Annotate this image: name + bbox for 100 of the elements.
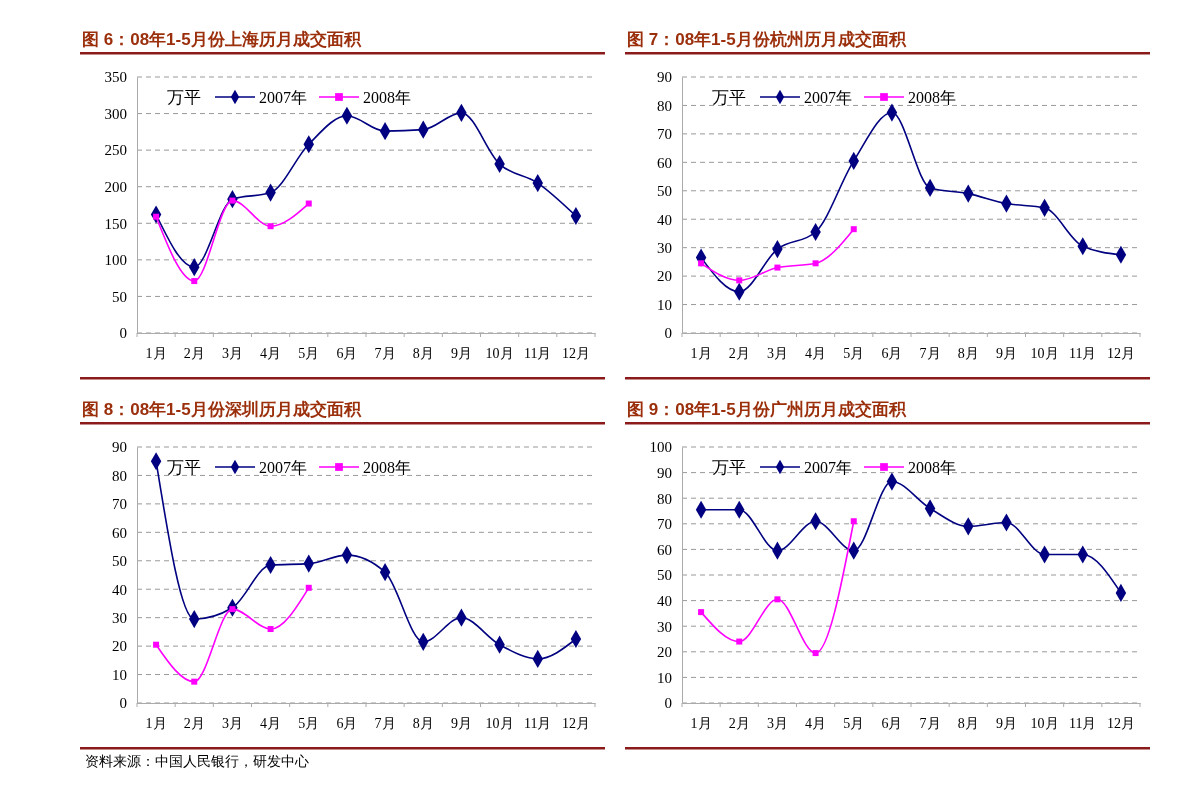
legend-label: 2007年 [804, 89, 852, 106]
y-tick-label: 50 [112, 553, 127, 570]
y-tick-label: 0 [664, 325, 672, 342]
y-axis-title: 万平 [712, 88, 746, 107]
x-tick-label: 5月 [843, 715, 865, 731]
x-tick-label: 4月 [805, 345, 827, 361]
y-tick-label: 80 [657, 490, 672, 507]
point [850, 518, 857, 525]
y-tick-label: 0 [664, 695, 672, 712]
y-tick-label: 90 [657, 69, 672, 86]
x-tick-label: 8月 [957, 715, 979, 731]
x-tick-label: 5月 [843, 345, 865, 361]
x-tick-label: 7月 [919, 345, 941, 361]
point [774, 264, 781, 271]
chart-title: 图 6：08年1-5月份上海历月成交面积 [82, 30, 362, 49]
x-tick-label: 10月 [1030, 715, 1059, 731]
y-tick-label: 50 [657, 183, 672, 200]
x-tick-label: 10月 [1030, 345, 1059, 361]
y-axis-title: 万平 [167, 88, 201, 107]
x-tick-label: 11月 [524, 715, 552, 731]
x-tick-label: 7月 [374, 715, 396, 731]
x-tick-label: 3月 [221, 345, 243, 361]
y-tick-label: 90 [112, 439, 127, 456]
y-tick-label: 100 [649, 439, 672, 456]
legend-label: 2007年 [259, 459, 307, 476]
x-tick-label: 8月 [957, 345, 979, 361]
x-tick-label: 9月 [995, 345, 1017, 361]
legend-label: 2008年 [908, 459, 956, 476]
x-tick-label: 8月 [412, 715, 434, 731]
y-tick-label: 70 [657, 126, 672, 143]
legend-label: 2007年 [804, 459, 852, 476]
y-tick-label: 50 [112, 288, 127, 305]
point [812, 260, 819, 267]
x-tick-label: 10月 [485, 715, 514, 731]
y-tick-label: 40 [112, 581, 127, 598]
y-tick-label: 80 [112, 467, 127, 484]
x-tick-label: 1月 [145, 715, 167, 731]
x-tick-label: 7月 [919, 715, 941, 731]
y-tick-label: 70 [112, 496, 127, 513]
y-tick-label: 10 [112, 666, 127, 683]
y-tick-label: 20 [657, 644, 672, 661]
y-tick-label: 10 [657, 669, 672, 686]
x-tick-label: 5月 [298, 715, 320, 731]
x-tick-label: 9月 [450, 345, 472, 361]
x-tick-label: 6月 [336, 715, 358, 731]
y-tick-label: 0 [119, 695, 127, 712]
point [850, 226, 857, 233]
point [774, 596, 781, 603]
point [698, 260, 705, 267]
y-tick-label: 100 [104, 252, 127, 269]
point [191, 278, 198, 285]
y-tick-label: 20 [112, 638, 127, 655]
y-tick-label: 90 [657, 464, 672, 481]
chart-title: 图 8：08年1-5月份深圳历月成交面积 [82, 400, 362, 419]
y-tick-label: 20 [657, 268, 672, 285]
y-axis-title: 万平 [167, 458, 201, 477]
x-tick-label: 1月 [690, 715, 712, 731]
y-tick-label: 80 [657, 97, 672, 114]
y-axis-title: 万平 [712, 458, 746, 477]
x-tick-label: 11月 [524, 345, 552, 361]
y-tick-label: 30 [657, 618, 672, 635]
point [698, 609, 705, 616]
x-tick-label: 6月 [881, 715, 903, 731]
x-tick-label: 4月 [805, 715, 827, 731]
x-tick-label: 12月 [1106, 715, 1135, 731]
x-tick-label: 6月 [336, 345, 358, 361]
point [305, 200, 312, 207]
x-tick-label: 2月 [183, 715, 205, 731]
x-tick-label: 9月 [450, 715, 472, 731]
y-tick-label: 30 [112, 609, 127, 626]
y-tick-label: 50 [657, 567, 672, 584]
y-tick-label: 60 [112, 524, 127, 541]
x-tick-label: 1月 [690, 345, 712, 361]
x-tick-label: 1月 [145, 345, 167, 361]
legend-label: 2008年 [363, 89, 411, 106]
x-tick-label: 3月 [766, 715, 788, 731]
x-tick-label: 11月 [1069, 715, 1097, 731]
x-tick-label: 12月 [1106, 345, 1135, 361]
x-tick-label: 10月 [485, 345, 514, 361]
text: 资料来源：中国人民银行，研发中心 [85, 754, 309, 769]
chart-title: 图 9：08年1-5月份广州历月成交面积 [627, 400, 907, 419]
x-tick-label: 3月 [221, 715, 243, 731]
x-tick-label: 7月 [374, 345, 396, 361]
y-tick-label: 40 [657, 592, 672, 609]
y-tick-label: 60 [657, 154, 672, 171]
point [736, 638, 743, 645]
x-tick-label: 2月 [728, 345, 750, 361]
x-tick-label: 6月 [881, 345, 903, 361]
x-tick-label: 4月 [260, 345, 282, 361]
chart-title: 图 7：08年1-5月份杭州历月成交面积 [627, 30, 907, 49]
x-tick-label: 8月 [412, 345, 434, 361]
x-tick-label: 5月 [298, 345, 320, 361]
y-tick-label: 200 [104, 179, 127, 196]
point [191, 678, 198, 685]
point [812, 650, 819, 657]
y-tick-label: 10 [657, 296, 672, 313]
x-tick-label: 12月 [561, 345, 590, 361]
legend-label: 2008年 [363, 459, 411, 476]
y-tick-label: 250 [104, 142, 127, 159]
point [153, 641, 160, 648]
